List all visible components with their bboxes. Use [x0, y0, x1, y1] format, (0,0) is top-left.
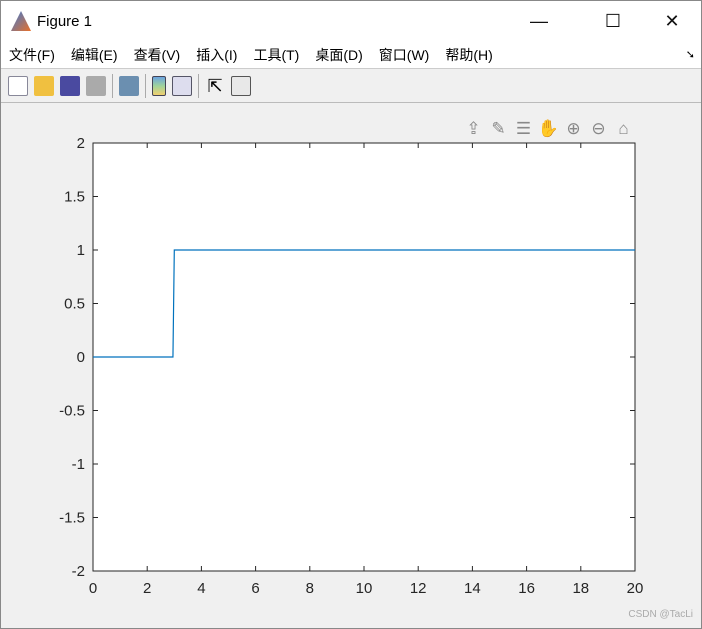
axes-box: [92, 142, 636, 572]
y-tick-label: 0.5: [64, 296, 85, 313]
x-tick-label: 2: [143, 580, 151, 597]
x-tick-label: 0: [89, 580, 97, 597]
x-tick-label: 10: [356, 580, 373, 597]
menu-insert[interactable]: 插入(I): [196, 46, 238, 63]
plot-area[interactable]: 0 2 4 6 8 10 12 14 16 18 20 -2 -1.5 -1 -0.5 0 0.5 1 1.5 2: [1, 103, 701, 628]
edit-pointer-icon[interactable]: ⇱: [207, 76, 223, 96]
x-tick-label: 6: [251, 580, 259, 597]
separator: [198, 74, 199, 98]
matlab-logo-icon: [11, 11, 31, 31]
new-figure-icon[interactable]: [8, 76, 28, 96]
menu-edit[interactable]: 编辑(E): [70, 46, 118, 63]
separator: [145, 74, 146, 98]
x-tick-label: 14: [464, 580, 481, 597]
menu-view[interactable]: 查看(V): [133, 46, 181, 63]
legend-icon[interactable]: [172, 76, 192, 96]
export-icon[interactable]: ⇪: [466, 119, 481, 138]
y-tick-label: 0: [77, 349, 85, 366]
maximize-button[interactable]: ☐: [604, 11, 622, 31]
menu-desktop[interactable]: 桌面(D): [315, 46, 363, 63]
watermark: CSDN @TacLi: [628, 609, 693, 620]
menu-bar: 文件(F) 编辑(E) 查看(V) 插入(I) 工具(T) 桌面(D) 窗口(W…: [1, 41, 701, 69]
save-icon[interactable]: [60, 76, 80, 96]
x-tick-label: 8: [306, 580, 314, 597]
menu-tools[interactable]: 工具(T): [253, 46, 300, 63]
menu-help[interactable]: 帮助(H): [445, 46, 493, 63]
brush-icon[interactable]: ✎: [491, 119, 506, 138]
zoom-in-icon[interactable]: ⊕: [566, 119, 581, 138]
y-tick-label: 1: [77, 242, 85, 259]
y-tick-label: 1.5: [64, 189, 85, 206]
print-icon[interactable]: [86, 76, 106, 96]
window-title: Figure 1: [37, 12, 93, 30]
y-tick-label: -1: [72, 456, 85, 473]
x-tick-label: 18: [572, 580, 589, 597]
data-tips-icon[interactable]: ☰: [515, 119, 532, 138]
close-button[interactable]: ✕: [664, 11, 680, 31]
menu-file[interactable]: 文件(F): [9, 46, 55, 63]
axes-toolbar: ⇪ ✎ ☰ ✋ ⊕ ⊖ ⌂: [461, 118, 636, 140]
pan-icon[interactable]: ✋: [537, 119, 560, 138]
minimize-button[interactable]: —: [530, 11, 548, 31]
y-tick-label: -1.5: [59, 510, 85, 527]
colorbar-icon[interactable]: [152, 76, 166, 96]
title-bar: Figure 1 — ☐ ✕: [1, 1, 701, 41]
link-plot-icon[interactable]: [119, 76, 139, 96]
x-tick-label: 16: [518, 580, 535, 597]
x-tick-label: 4: [197, 580, 205, 597]
home-icon[interactable]: ⌂: [618, 119, 629, 138]
y-tick-label: -2: [72, 563, 85, 580]
x-tick-label: 20: [627, 580, 644, 597]
menu-window[interactable]: 窗口(W): [378, 46, 430, 63]
open-file-icon[interactable]: [34, 76, 54, 96]
property-inspector-icon[interactable]: [231, 76, 251, 96]
y-tick-label: -0.5: [59, 403, 85, 420]
separator: [112, 74, 113, 98]
zoom-out-icon[interactable]: ⊖: [591, 119, 606, 138]
toolbar: ⇱: [1, 70, 701, 103]
menu-overflow-icon[interactable]: ➘: [685, 49, 695, 61]
y-tick-label: 2: [77, 135, 85, 152]
series-line: [93, 249, 635, 358]
x-tick-label: 12: [410, 580, 427, 597]
